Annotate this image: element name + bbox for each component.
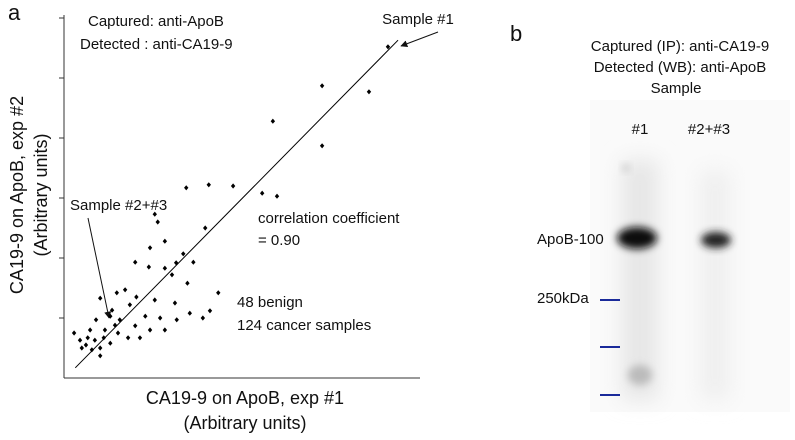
point (109, 307, 115, 313)
point (77, 337, 83, 343)
point (173, 260, 179, 266)
blot-header: Detected (WB): anti-ApoB (594, 59, 767, 76)
point (319, 143, 325, 149)
point (102, 327, 108, 333)
point (185, 280, 190, 286)
point (200, 315, 206, 321)
point (143, 313, 148, 319)
blot-header: Captured (IP): anti-CA19-9 (591, 38, 769, 55)
point (114, 290, 120, 296)
point (207, 308, 213, 314)
arrow (87, 217, 112, 319)
lane-label: #1 (632, 121, 649, 138)
x-axis-label: (Arbitrary units) (183, 413, 306, 433)
blot-header: Sample (651, 80, 702, 97)
point (122, 287, 128, 293)
point (134, 294, 139, 300)
marker-label: 250kDa (537, 290, 589, 307)
point (133, 323, 138, 329)
point (319, 83, 325, 89)
point (259, 190, 265, 196)
point (162, 238, 168, 244)
point (112, 322, 118, 328)
point (127, 302, 133, 308)
point (191, 259, 196, 265)
point (162, 327, 168, 333)
point (92, 337, 98, 343)
annotation: correlation coefficient (258, 210, 400, 227)
point (366, 89, 372, 95)
point (270, 118, 276, 124)
point (172, 300, 178, 306)
point (230, 183, 236, 189)
point (152, 297, 157, 303)
x-axis-label: CA19-9 on ApoB, exp #1 (146, 388, 344, 408)
point (108, 340, 113, 346)
point (147, 245, 153, 251)
point (117, 317, 122, 323)
point (87, 327, 93, 333)
point (203, 225, 208, 231)
point (184, 185, 189, 191)
annotation: 124 cancer samples (237, 317, 371, 334)
panel-label: b (510, 21, 522, 46)
lane-label: #2+#3 (688, 121, 730, 138)
annotation: = 0.90 (258, 232, 300, 249)
point (125, 335, 131, 341)
point (274, 193, 280, 199)
point (108, 313, 113, 319)
point (187, 310, 192, 316)
blot-image (590, 100, 790, 412)
marker-label: ApoB-100 (537, 231, 604, 248)
point (181, 251, 186, 257)
point (147, 327, 153, 333)
point (174, 317, 179, 323)
annotation: Captured: anti-ApoB (88, 13, 224, 30)
point (162, 265, 168, 271)
point (79, 345, 84, 351)
point (97, 345, 103, 351)
point (83, 342, 89, 348)
y-axis-label: CA19-9 on ApoB, exp #2 (7, 96, 27, 294)
point (85, 335, 90, 341)
panel-label: a (8, 0, 21, 25)
point (152, 211, 157, 217)
trend-line (74, 39, 399, 369)
point (93, 317, 99, 323)
annotation: Sample #2+#3 (70, 197, 167, 214)
point (385, 44, 391, 50)
point (157, 315, 163, 321)
point (97, 295, 103, 301)
point (97, 353, 103, 359)
point (137, 335, 143, 341)
annotation: Sample #1 (382, 11, 454, 28)
annotation: Detected : anti-CA19-9 (80, 36, 233, 53)
point (216, 290, 221, 296)
point (206, 182, 211, 188)
point (71, 330, 77, 336)
y-axis-label: (Arbitrary units) (31, 133, 51, 256)
point (115, 330, 121, 336)
point (146, 264, 152, 270)
point (155, 219, 160, 225)
point (133, 259, 138, 265)
point (89, 347, 95, 353)
point (101, 335, 106, 341)
arrow (400, 31, 439, 48)
point (169, 272, 175, 278)
annotation: 48 benign (237, 294, 303, 311)
